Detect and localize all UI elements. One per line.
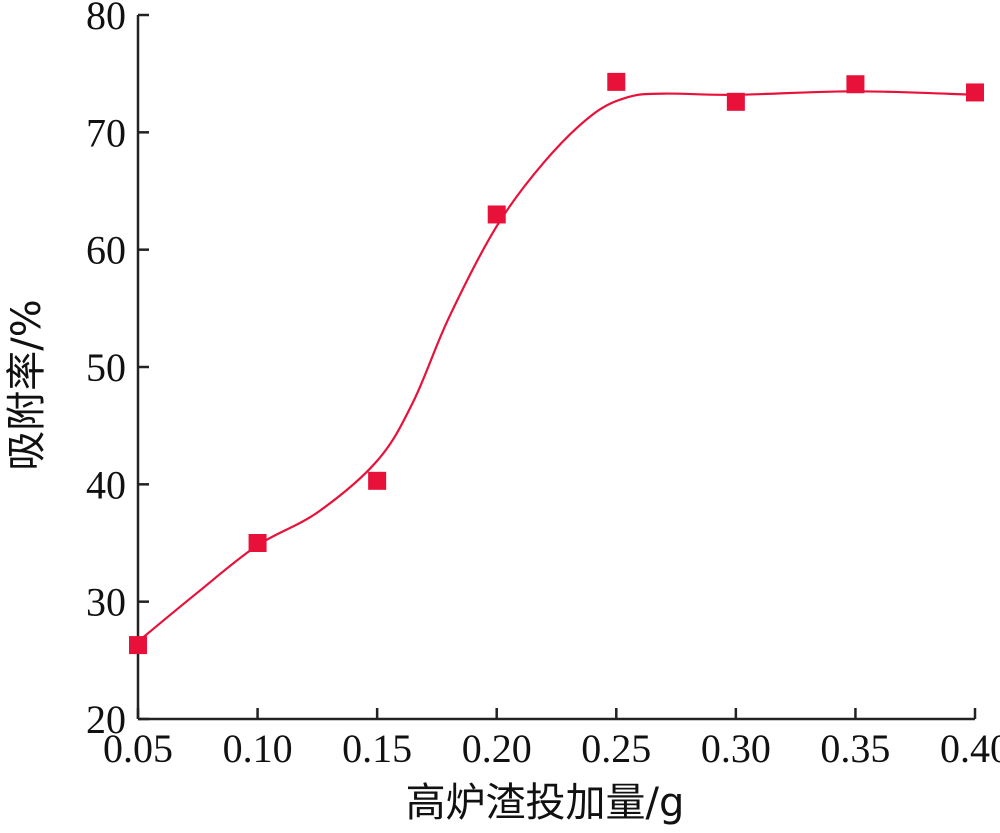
x-tick-label: 0.30 (701, 726, 771, 771)
x-axis-title: 高炉渣投加量/g (406, 780, 685, 826)
data-point (487, 205, 506, 224)
x-tick-label: 0.25 (581, 726, 651, 771)
x-tick-label: 0.35 (820, 726, 890, 771)
y-tick-label: 80 (86, 0, 126, 38)
y-tick-label: 70 (86, 110, 126, 155)
data-point (248, 534, 267, 552)
x-tick-label: 0.15 (342, 726, 412, 771)
axes (136, 13, 977, 721)
fit-curve (137, 90, 976, 643)
x-tick-label: 0.10 (223, 726, 293, 771)
y-tick-label: 50 (86, 345, 126, 390)
fit-curve-layer (137, 90, 976, 643)
y-tick-label: 60 (86, 228, 126, 273)
data-point (129, 636, 147, 655)
data-point (607, 72, 626, 91)
data-point (368, 471, 387, 490)
data-point (726, 92, 745, 111)
x-tick-label: 0.05 (103, 726, 173, 771)
data-point (846, 75, 865, 94)
data-points (129, 72, 984, 655)
y-tick-label: 40 (86, 462, 126, 507)
tick-labels: 20 30 40 50 60 70 80 0.05 0.10 0.15 0.20 0.25 0.30 0.… (86, 0, 1000, 771)
y-axis-title: 吸附率/% (4, 299, 50, 470)
x-tick-label: 0.40 (940, 726, 1000, 771)
x-tick-label: 0.20 (462, 726, 532, 771)
y-tick-label: 20 (86, 697, 126, 742)
data-point (966, 83, 984, 102)
y-tick-label: 30 (86, 580, 126, 625)
